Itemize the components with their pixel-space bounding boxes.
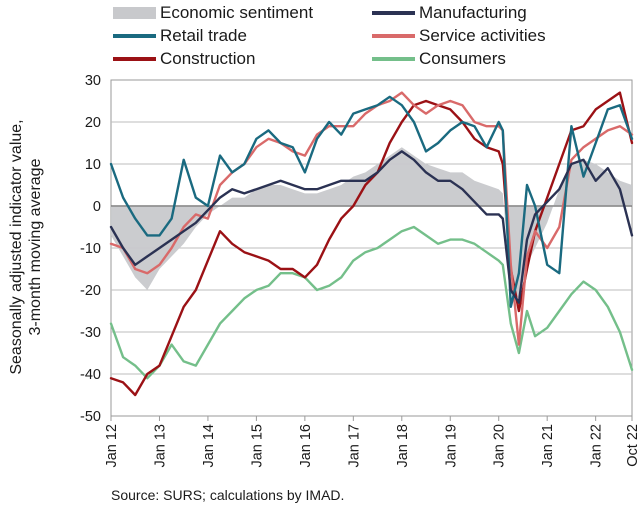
legend-item-economic-sentiment: Economic sentiment [113, 2, 313, 24]
series-line-retail-trade [109, 95, 634, 308]
x-tick-label: Jan 14 [201, 424, 217, 468]
legend-swatch [372, 57, 415, 61]
y-tick-label: 10 [85, 157, 101, 173]
legend-item-manufacturing: Manufacturing [372, 2, 527, 24]
source-note: Source: SURS; calculations by IMAD. [111, 487, 345, 503]
legend-label: Economic sentiment [160, 3, 314, 22]
x-tick-label: Jan 13 [152, 424, 168, 468]
legend-swatch [113, 7, 156, 19]
legend-item-retail-trade: Retail trade [113, 25, 247, 47]
y-tick-label: -30 [80, 325, 101, 341]
legend-swatch [113, 57, 156, 61]
y-tick-label: 0 [93, 199, 101, 215]
legend-swatch [372, 34, 415, 38]
series-line-construction [109, 91, 634, 397]
legend-item-service-activities: Service activities [372, 25, 546, 47]
x-tick-label: Jan 15 [249, 424, 265, 468]
x-tick-label: Jan 12 [104, 424, 120, 468]
y-tick-label: -10 [80, 241, 101, 257]
y-tick-label: 30 [85, 73, 101, 89]
series-line-consumers [109, 225, 634, 380]
legend-label: Consumers [419, 49, 506, 68]
series-line-manufacturing [109, 150, 634, 304]
legend-label: Service activities [419, 26, 546, 45]
y-tick-label: -40 [80, 367, 101, 383]
x-tick-label: Jan 21 [540, 424, 556, 468]
legend-swatch [372, 11, 415, 15]
x-tick-label: Jan 20 [492, 424, 508, 468]
y-tick-label: 20 [85, 115, 101, 131]
x-tick-label: Jan 19 [443, 424, 459, 468]
legend-item-consumers: Consumers [372, 48, 506, 70]
x-tick-label: Oct 22 [625, 424, 641, 467]
x-tick-label: Jan 16 [298, 424, 314, 468]
x-tick-label: Jan 22 [589, 424, 605, 468]
legend-label: Construction [160, 49, 256, 68]
legend-item-construction: Construction [113, 48, 255, 70]
y-tick-label: -50 [80, 409, 101, 425]
y-tick-label: -20 [80, 283, 101, 299]
legend-swatch [113, 34, 156, 38]
x-tick-label: Jan 17 [346, 424, 362, 468]
x-tick-label: Jan 18 [395, 424, 411, 468]
legend-label: Manufacturing [419, 3, 527, 22]
legend-label: Retail trade [160, 26, 247, 45]
chart-legend: Economic sentiment Manufacturing Retail … [0, 0, 642, 75]
